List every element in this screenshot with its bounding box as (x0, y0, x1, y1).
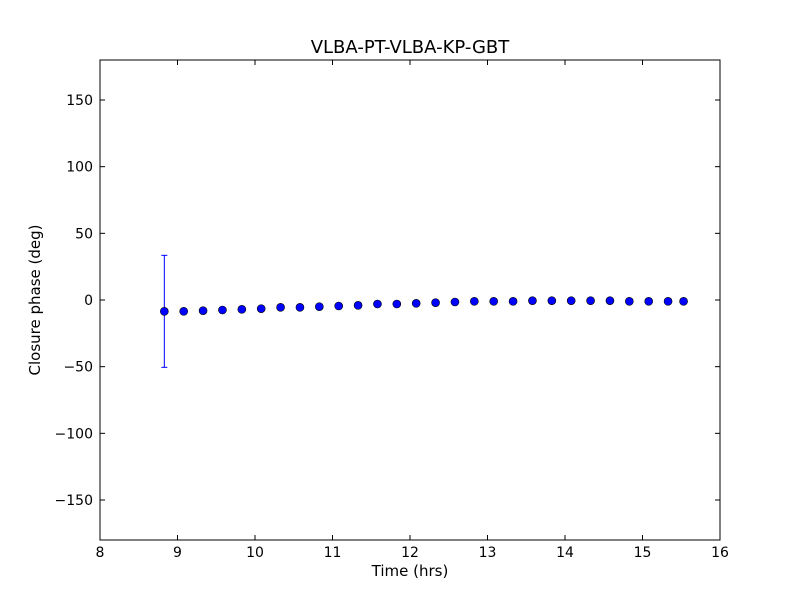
data-point (605, 296, 615, 305)
x-tick-label: 15 (634, 545, 652, 561)
data-point (625, 297, 634, 306)
data-point (450, 297, 460, 307)
y-tick-label: 150 (66, 93, 93, 109)
data-point (295, 303, 305, 312)
axis-ticks: 8 9 10 11 12 13 14 15 16 −150 −100 −50 0 50 100 150 (55, 60, 729, 561)
plot-frame (99, 59, 721, 541)
data-point (489, 297, 499, 306)
data-point (276, 303, 285, 312)
data-point (256, 304, 266, 313)
data-point (179, 307, 188, 316)
x-tick-label: 9 (173, 545, 182, 561)
data-point (547, 296, 557, 305)
x-axis-label: Time (hrs) (371, 562, 449, 580)
data-point (392, 299, 402, 309)
data-point (353, 301, 363, 310)
x-tick-label: 14 (556, 545, 574, 561)
x-tick-label: 8 (96, 545, 105, 561)
data-point (679, 297, 688, 306)
y-tick-label: 50 (75, 226, 93, 242)
x-tick-label: 16 (711, 545, 729, 561)
x-tick-label: 10 (246, 545, 264, 561)
y-tick-label: −50 (63, 360, 93, 376)
data-point (334, 301, 344, 311)
y-tick-label: 100 (66, 160, 93, 176)
data-point (237, 305, 247, 314)
data-point (373, 299, 382, 309)
y-axis-label: Closure phase (deg) (26, 225, 44, 376)
x-tick-label: 11 (324, 545, 342, 561)
data-point (663, 297, 673, 306)
data-point (644, 297, 654, 306)
plot-area (100, 60, 720, 540)
y-tick-label: 0 (84, 293, 93, 309)
data-point (528, 296, 537, 305)
y-tick-label: −100 (55, 426, 93, 442)
data-point (315, 302, 324, 311)
data-point (198, 306, 208, 315)
data-point (160, 307, 169, 316)
data-point (566, 296, 576, 305)
data-layer (160, 254, 688, 368)
x-tick-label: 12 (401, 545, 419, 561)
x-tick-label: 13 (479, 545, 497, 561)
y-tick-label: −150 (55, 493, 93, 509)
data-point (218, 305, 227, 315)
data-point (586, 296, 595, 305)
data-point (411, 299, 421, 308)
data-point (470, 297, 479, 306)
data-point (508, 297, 518, 306)
data-point (431, 298, 440, 307)
chart-title: VLBA-PT-VLBA-KP-GBT (311, 37, 511, 58)
